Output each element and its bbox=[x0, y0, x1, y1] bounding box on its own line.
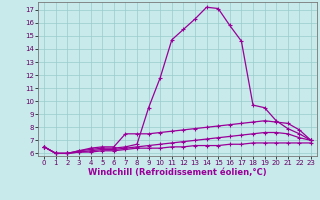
X-axis label: Windchill (Refroidissement éolien,°C): Windchill (Refroidissement éolien,°C) bbox=[88, 168, 267, 177]
